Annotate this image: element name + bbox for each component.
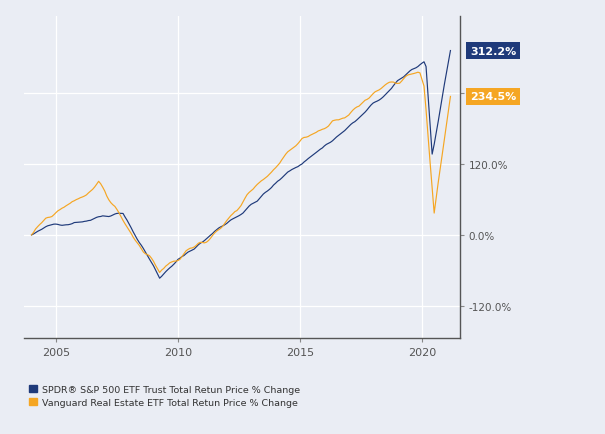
Legend: SPDR® S&P 500 ETF Trust Total Retun Price % Change, Vanguard Real Estate ETF Tot: SPDR® S&P 500 ETF Trust Total Retun Pric… <box>29 385 300 407</box>
Text: 312.2%: 312.2% <box>470 46 516 56</box>
Text: 234.5%: 234.5% <box>470 92 516 102</box>
